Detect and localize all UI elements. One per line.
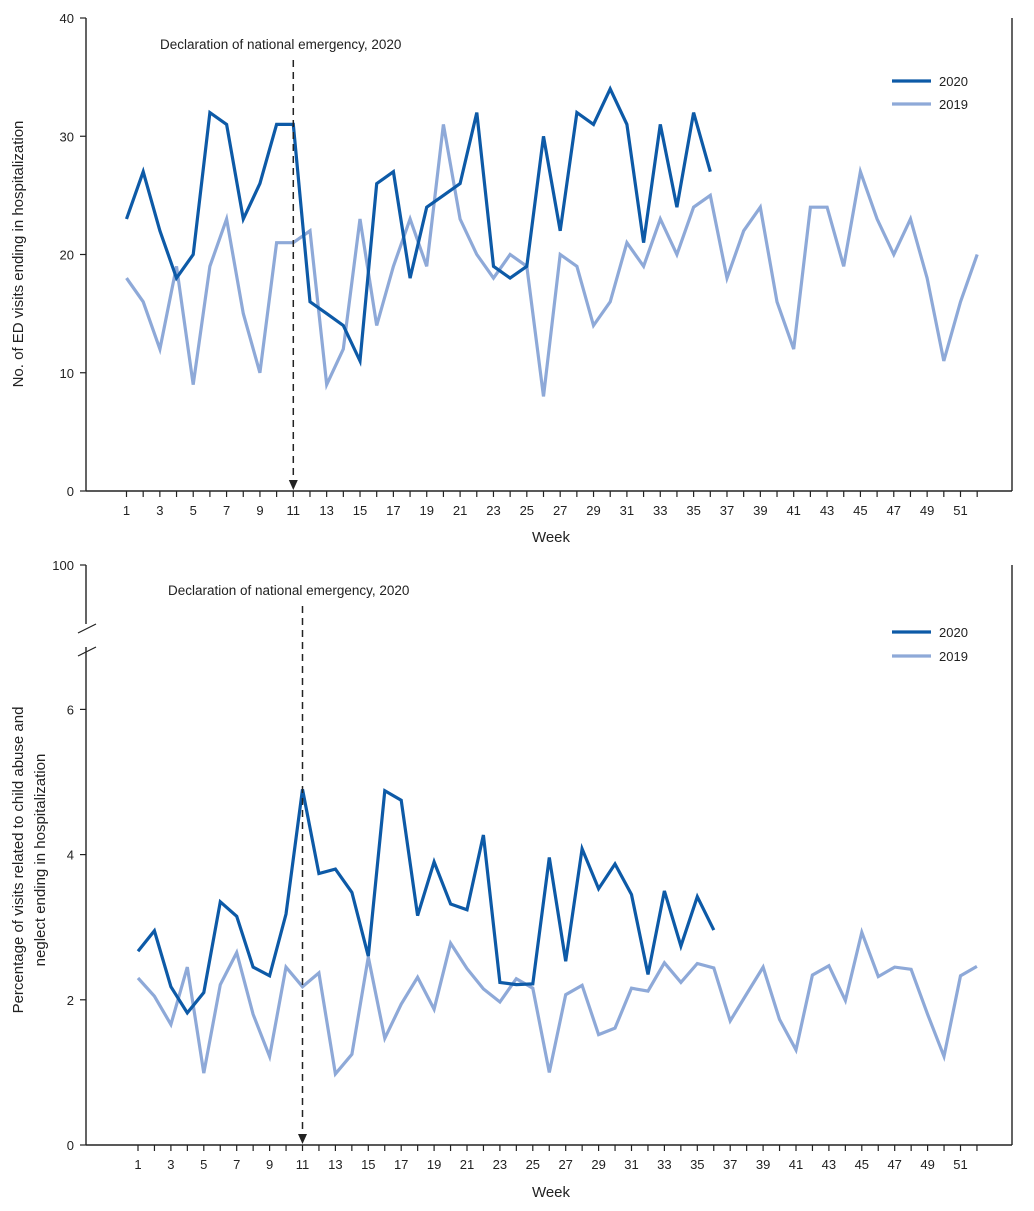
chart2-x-tick-label: 31 (624, 1157, 638, 1172)
chart2-axis-break-mark-bottom (77, 646, 97, 657)
chart1-y-tick-label: 0 (67, 484, 74, 499)
chart2-x-axis-title: Week (532, 1184, 571, 1201)
chart1-x-tick-label: 35 (686, 503, 700, 518)
chart2-x-tick-label: 43 (822, 1157, 836, 1172)
chart1-x-tick-label: 23 (486, 503, 500, 518)
chart2-x-tick-label: 35 (690, 1157, 704, 1172)
chart2-x-tick-label: 39 (756, 1157, 770, 1172)
chart1-x-tick-label: 5 (190, 503, 197, 518)
chart2-x-tick-label: 45 (855, 1157, 869, 1172)
chart1-x-tick-label: 47 (887, 503, 901, 518)
chart2-x-tick-label: 1 (134, 1157, 141, 1172)
chart1-x-tick-label: 41 (786, 503, 800, 518)
chart1-x-tick-label: 49 (920, 503, 934, 518)
chart1-x-tick-label: 33 (653, 503, 667, 518)
chart2-legend-label-2019: 2019 (939, 649, 968, 664)
chart2-emergency-arrowhead (298, 1134, 307, 1144)
chart2-legend: 2020 2019 (892, 625, 968, 664)
chart1-x-tick-label: 45 (853, 503, 867, 518)
chart2-x-tick-label: 25 (526, 1157, 540, 1172)
chart2-x-tick-label: 13 (328, 1157, 342, 1172)
chart2-x-tick-label: 23 (493, 1157, 507, 1172)
chart2-series-2020-line (136, 788, 716, 1016)
chart1-x-tick-label: 15 (353, 503, 367, 518)
chart1-x-tick-label: 13 (319, 503, 333, 518)
chart2-y-axis-title-line2: neglect ending in hospitalization (32, 754, 49, 967)
chart2-y-tick-label-100: 100 (52, 558, 74, 573)
chart2-emergency-annotation: Declaration of national emergency, 2020 (168, 583, 409, 598)
chart2-x-tick-label: 27 (558, 1157, 572, 1172)
chart2-x-tick-label: 19 (427, 1157, 441, 1172)
chart1-x-tick-label: 19 (420, 503, 434, 518)
chart1-legend-label-2019: 2019 (939, 97, 968, 112)
chart1-emergency-arrowhead (288, 480, 298, 490)
chart2-x-tick-label: 17 (394, 1157, 408, 1172)
chart2-x-tick-label: 11 (296, 1157, 310, 1172)
chart1-x-axis-title: Week (532, 529, 571, 546)
chart1-legend-label-2020: 2020 (939, 74, 968, 89)
chart2-x-tick-label: 3 (167, 1157, 174, 1172)
chart2-y-tick-label: 2 (67, 993, 74, 1008)
chart1-x-tick-label: 29 (586, 503, 600, 518)
chart2-x-tick-label: 9 (266, 1157, 273, 1172)
chart2-y-axis-title-line1: Percentage of visits related to child ab… (10, 707, 27, 1014)
chart1-x-tick-label: 17 (386, 503, 400, 518)
chart2-y-tick-label: 0 (67, 1138, 74, 1153)
chart2-series-2019-line (136, 926, 978, 1078)
chart1-y-tick-label: 20 (60, 248, 74, 263)
chart1-x-tick-label: 31 (620, 503, 634, 518)
chart1-series-2019-line (125, 124, 979, 397)
chart1-y-tick-label: 10 (60, 366, 74, 381)
chart1-x-tick-label: 25 (520, 503, 534, 518)
chart2-axis-break-mark-top (77, 623, 97, 634)
chart1-x-tick-label: 9 (256, 503, 263, 518)
chart2-x-tick-label: 33 (657, 1157, 671, 1172)
chart1-x-tick-label: 21 (453, 503, 467, 518)
chart1-y-tick-label: 30 (60, 129, 74, 144)
chart2-x-tick-label: 47 (887, 1157, 901, 1172)
chart1-series-2020-line (124, 85, 712, 367)
chart1-x-tick-label: 3 (156, 503, 163, 518)
chart1-x-tick-label: 1 (123, 503, 130, 518)
chart2-x-tick-label: 5 (200, 1157, 207, 1172)
chart1-y-tick-label: 40 (60, 11, 74, 26)
chart1-y-axis-title: No. of ED visits ending in hospitalizati… (10, 121, 27, 388)
chart2-x-tick-label: 41 (789, 1157, 803, 1172)
chart2-x-tick-label: 49 (920, 1157, 934, 1172)
chart2-x-tick-label: 51 (953, 1157, 967, 1172)
chart2-x-tick-label: 15 (361, 1157, 375, 1172)
chart1-x-tick-label: 43 (820, 503, 834, 518)
chart1-x-tick-label: 7 (223, 503, 230, 518)
chart1-x-tick-label: 11 (287, 503, 301, 518)
chart2-legend-label-2020: 2020 (939, 625, 968, 640)
chart1-x-tick-label: 27 (553, 503, 567, 518)
chart1-x-tick-label: 39 (753, 503, 767, 518)
chart2-x-tick-label: 37 (723, 1157, 737, 1172)
chart2-x-tick-label: 7 (233, 1157, 240, 1172)
chart2-x-tick-label: 29 (591, 1157, 605, 1172)
chart1-emergency-annotation: Declaration of national emergency, 2020 (160, 37, 401, 52)
chart2-y-tick-label: 4 (67, 848, 74, 863)
chart2-x-tick-label: 21 (460, 1157, 474, 1172)
chart1-x-tick-label: 37 (720, 503, 734, 518)
chart1-legend: 2020 2019 (892, 74, 968, 112)
chart1-x-tick-label: 51 (953, 503, 967, 518)
chart2-y-tick-label: 6 (67, 702, 74, 717)
